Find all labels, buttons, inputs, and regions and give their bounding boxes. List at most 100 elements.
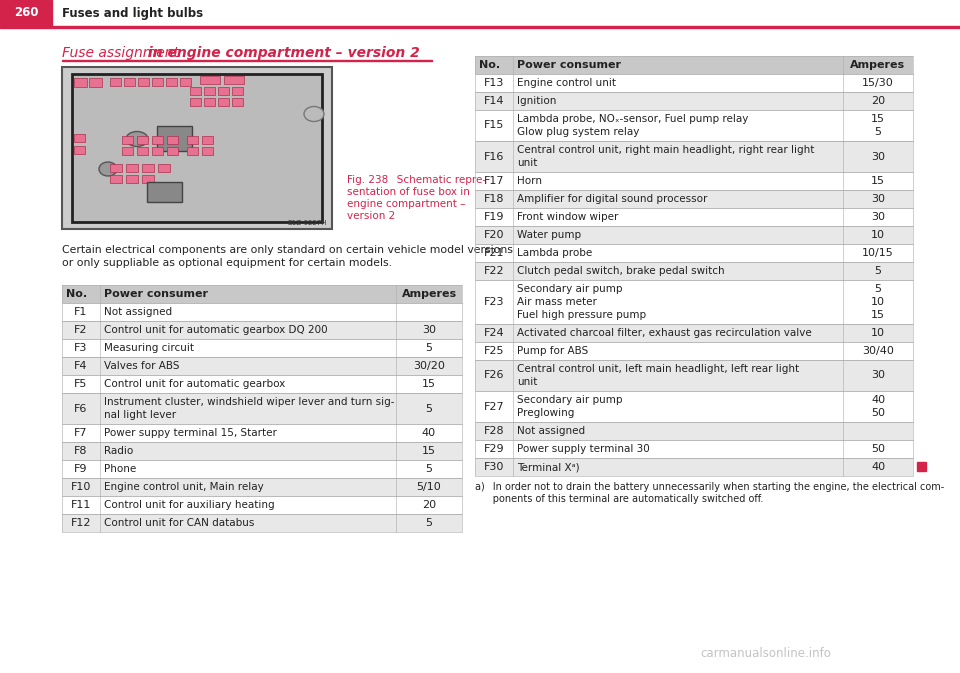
Bar — [475, 208, 913, 226]
Bar — [62, 60, 432, 61]
Bar — [190, 98, 201, 106]
Text: F4: F4 — [74, 361, 87, 371]
Text: F29: F29 — [484, 444, 504, 454]
Text: Not assigned: Not assigned — [104, 307, 172, 317]
Bar — [475, 342, 913, 360]
Text: F25: F25 — [484, 346, 504, 356]
Bar — [62, 424, 462, 442]
Text: unit: unit — [517, 377, 538, 387]
Text: F24: F24 — [484, 328, 504, 338]
Ellipse shape — [126, 131, 148, 147]
Bar — [62, 393, 462, 424]
Bar — [72, 74, 322, 222]
Bar — [475, 226, 913, 244]
Text: Air mass meter: Air mass meter — [517, 297, 597, 307]
Bar — [218, 98, 229, 106]
Bar — [158, 164, 170, 172]
Bar — [62, 285, 462, 303]
Text: 30: 30 — [871, 371, 885, 380]
Text: Power supply terminal 30: Power supply terminal 30 — [517, 444, 650, 454]
Text: 15: 15 — [871, 310, 885, 320]
Bar — [475, 56, 913, 74]
Text: F30: F30 — [484, 462, 504, 472]
Text: Fuse assignment: Fuse assignment — [62, 46, 183, 60]
Bar — [475, 391, 913, 422]
Bar — [475, 324, 913, 342]
Text: No.: No. — [479, 60, 500, 70]
Text: Phone: Phone — [104, 464, 136, 474]
Text: Preglowing: Preglowing — [517, 408, 574, 418]
Text: Amplifier for digital sound processor: Amplifier for digital sound processor — [517, 194, 708, 204]
Ellipse shape — [99, 162, 117, 176]
Bar — [62, 321, 462, 339]
Bar — [475, 56, 913, 74]
Bar — [475, 74, 913, 92]
Bar — [137, 136, 148, 144]
Text: F8: F8 — [74, 446, 87, 456]
Text: Activated charcoal filter, exhaust gas recirculation valve: Activated charcoal filter, exhaust gas r… — [517, 328, 812, 338]
Text: sentation of fuse box in: sentation of fuse box in — [347, 187, 469, 197]
Text: F3: F3 — [74, 343, 87, 353]
Bar — [475, 190, 913, 208]
Bar — [152, 136, 163, 144]
Bar — [62, 357, 462, 375]
Text: Power consumer: Power consumer — [517, 60, 621, 70]
Bar — [475, 342, 913, 360]
Text: 30/20: 30/20 — [413, 361, 444, 371]
Text: 5: 5 — [425, 404, 433, 413]
Bar — [124, 78, 135, 86]
Text: Front window wiper: Front window wiper — [517, 212, 618, 222]
Text: F16: F16 — [484, 151, 504, 162]
Text: 30: 30 — [871, 151, 885, 162]
Bar — [475, 74, 913, 92]
Bar — [187, 136, 198, 144]
Text: Power consumer: Power consumer — [104, 289, 208, 299]
Bar — [475, 92, 913, 110]
Text: a)  In order not to drain the battery unnecessarily when starting the engine, th: a) In order not to drain the battery unn… — [475, 482, 945, 492]
Text: 40: 40 — [422, 428, 436, 438]
Bar — [475, 141, 913, 172]
Text: F2: F2 — [74, 325, 87, 335]
Bar — [62, 339, 462, 357]
Text: Water pump: Water pump — [517, 230, 581, 240]
Bar — [475, 440, 913, 458]
Text: 10/15: 10/15 — [862, 248, 894, 258]
Bar — [62, 478, 462, 496]
Bar — [917, 462, 926, 471]
Text: 20: 20 — [422, 500, 436, 510]
Text: 20: 20 — [871, 96, 885, 106]
Text: F11: F11 — [71, 500, 91, 510]
Text: F13: F13 — [484, 78, 504, 88]
Bar — [62, 478, 462, 496]
Bar — [62, 514, 462, 532]
Text: engine compartment –: engine compartment – — [347, 199, 466, 209]
Bar — [89, 78, 102, 87]
Bar — [475, 172, 913, 190]
Text: F26: F26 — [484, 371, 504, 380]
Text: F27: F27 — [484, 402, 504, 411]
Text: 30: 30 — [871, 212, 885, 222]
Text: Engine control unit, Main relay: Engine control unit, Main relay — [104, 482, 264, 492]
Text: Glow plug system relay: Glow plug system relay — [517, 127, 639, 137]
Ellipse shape — [304, 106, 324, 122]
Bar — [475, 172, 913, 190]
Text: 10: 10 — [871, 297, 885, 307]
Text: Secondary air pump: Secondary air pump — [517, 395, 622, 405]
Bar — [475, 280, 913, 324]
Text: 15: 15 — [422, 446, 436, 456]
Bar — [475, 391, 913, 422]
Text: Control unit for CAN databus: Control unit for CAN databus — [104, 518, 254, 528]
Bar — [74, 134, 85, 142]
Bar — [62, 442, 462, 460]
Text: Amperes: Amperes — [851, 60, 905, 70]
Bar — [62, 375, 462, 393]
Text: F10: F10 — [71, 482, 91, 492]
Bar — [232, 98, 243, 106]
Text: 30: 30 — [871, 194, 885, 204]
Bar — [110, 78, 121, 86]
Bar — [200, 76, 220, 84]
Text: F15: F15 — [484, 120, 504, 131]
Bar — [475, 440, 913, 458]
Text: Measuring circuit: Measuring circuit — [104, 343, 194, 353]
Text: Pump for ABS: Pump for ABS — [517, 346, 588, 356]
